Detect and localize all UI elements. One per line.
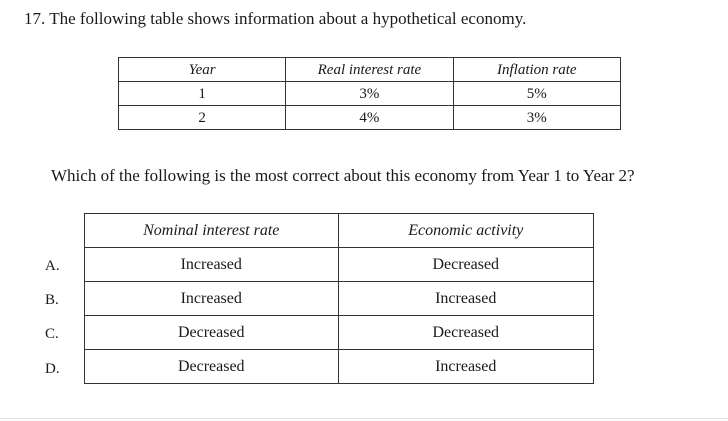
option-letter-c[interactable]: C. — [45, 326, 59, 342]
option-a-activity: Decreased — [337, 247, 594, 282]
economy-info-table: Year Real interest rate Inflation rate 1… — [117, 57, 622, 130]
header-economic-activity: Economic activity — [337, 213, 594, 248]
cell-inflation-rate: 5% — [452, 81, 622, 106]
cell-year: 1 — [117, 81, 287, 106]
answer-table-header-row: Nominal interest rate Economic activity — [84, 213, 594, 248]
prompt-text: Which of the following is the most corre… — [51, 166, 635, 185]
answer-option-row-d[interactable]: Decreased Increased — [84, 349, 594, 384]
option-d-activity: Increased — [337, 349, 594, 384]
option-b-activity: Increased — [337, 281, 594, 316]
info-table-header-row: Year Real interest rate Inflation rate — [117, 57, 622, 82]
option-letter-b[interactable]: B. — [45, 292, 59, 308]
answer-option-row-a[interactable]: Increased Decreased — [84, 247, 594, 282]
bottom-divider — [0, 418, 728, 419]
header-year: Year — [117, 57, 287, 82]
answer-option-row-c[interactable]: Decreased Decreased — [84, 315, 594, 350]
header-nominal-interest-rate: Nominal interest rate — [84, 213, 339, 248]
answer-option-row-b[interactable]: Increased Increased — [84, 281, 594, 316]
option-c-activity: Decreased — [337, 315, 594, 350]
option-d-nominal: Decreased — [84, 349, 339, 384]
option-c-nominal: Decreased — [84, 315, 339, 350]
header-real-interest-rate: Real interest rate — [285, 57, 454, 82]
cell-year: 2 — [117, 105, 287, 130]
header-inflation-rate: Inflation rate — [452, 57, 622, 82]
table-row: 1 3% 5% — [117, 81, 622, 106]
cell-real-interest-rate: 3% — [285, 81, 454, 106]
answer-options-table: Nominal interest rate Economic activity … — [84, 213, 594, 384]
option-letter-a[interactable]: A. — [45, 258, 60, 274]
option-letter-d[interactable]: D. — [45, 361, 60, 377]
option-b-nominal: Increased — [84, 281, 339, 316]
cell-real-interest-rate: 4% — [285, 105, 454, 130]
question-text: 17. The following table shows informatio… — [24, 9, 527, 28]
cell-inflation-rate: 3% — [452, 105, 622, 130]
table-row: 2 4% 3% — [117, 105, 622, 130]
option-a-nominal: Increased — [84, 247, 339, 282]
